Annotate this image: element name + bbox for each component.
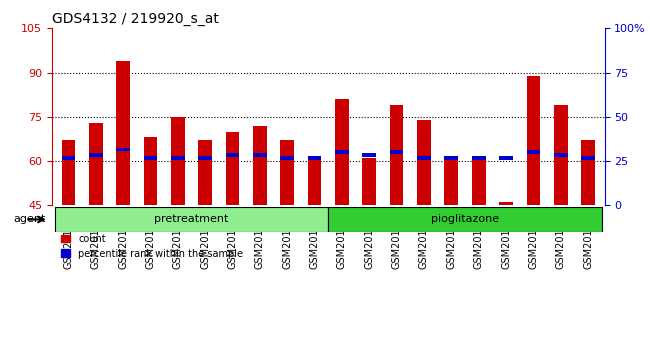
Text: pretreatment: pretreatment bbox=[154, 215, 229, 224]
Text: pioglitazone: pioglitazone bbox=[431, 215, 499, 224]
Bar bbox=[253, 153, 266, 157]
Bar bbox=[89, 153, 103, 157]
Bar bbox=[198, 156, 212, 160]
Bar bbox=[62, 141, 75, 205]
Bar bbox=[472, 158, 486, 205]
Bar bbox=[472, 156, 486, 160]
Bar bbox=[198, 141, 212, 205]
Text: GDS4132 / 219920_s_at: GDS4132 / 219920_s_at bbox=[52, 12, 219, 26]
Bar bbox=[554, 153, 567, 157]
Bar bbox=[226, 153, 239, 157]
Bar bbox=[307, 156, 321, 160]
Legend: count, percentile rank within the sample: count, percentile rank within the sample bbox=[57, 230, 247, 262]
Bar bbox=[417, 120, 431, 205]
Bar bbox=[526, 150, 540, 154]
Bar bbox=[363, 158, 376, 205]
Bar bbox=[226, 132, 239, 205]
Bar bbox=[390, 150, 404, 154]
Bar bbox=[335, 99, 349, 205]
Bar bbox=[581, 141, 595, 205]
Bar bbox=[144, 137, 157, 205]
Bar bbox=[280, 141, 294, 205]
Bar bbox=[445, 158, 458, 205]
Bar bbox=[89, 123, 103, 205]
Bar bbox=[280, 156, 294, 160]
Bar bbox=[116, 148, 130, 151]
Bar bbox=[144, 156, 157, 160]
Bar bbox=[526, 75, 540, 205]
Bar bbox=[363, 153, 376, 157]
Bar bbox=[307, 158, 321, 205]
Bar bbox=[55, 207, 328, 232]
Bar bbox=[171, 117, 185, 205]
Text: agent: agent bbox=[13, 215, 46, 224]
Bar bbox=[62, 156, 75, 160]
Bar bbox=[417, 156, 431, 160]
Bar bbox=[171, 156, 185, 160]
Bar bbox=[253, 126, 266, 205]
Bar bbox=[499, 156, 513, 160]
Bar bbox=[328, 207, 602, 232]
Bar bbox=[499, 202, 513, 205]
Bar bbox=[390, 105, 404, 205]
Bar bbox=[554, 105, 567, 205]
Bar bbox=[335, 150, 349, 154]
Bar bbox=[445, 156, 458, 160]
Bar bbox=[116, 61, 130, 205]
Bar bbox=[581, 156, 595, 160]
